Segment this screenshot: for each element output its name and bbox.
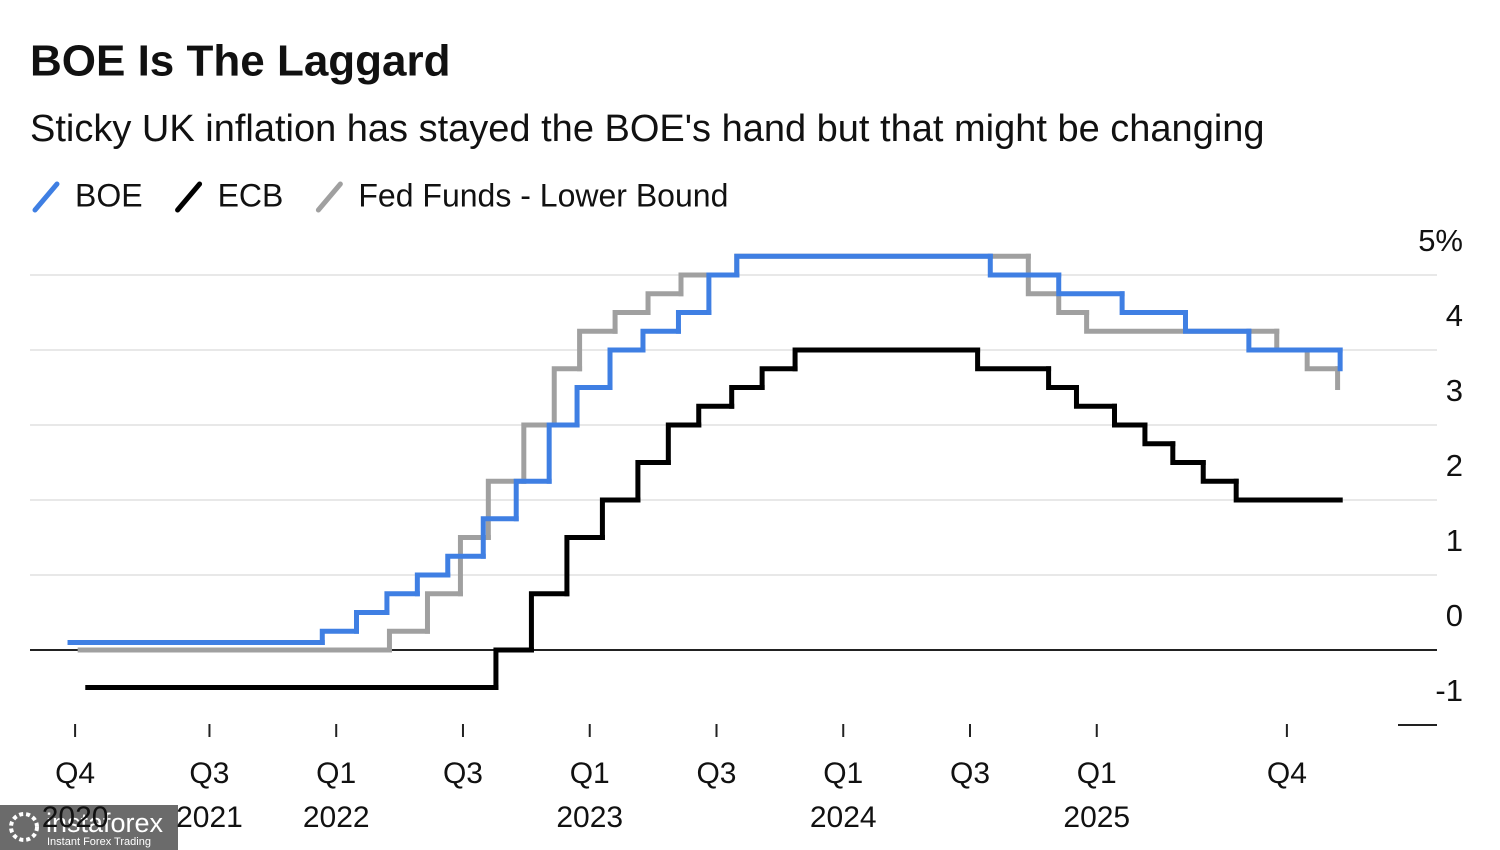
step-segment bbox=[729, 385, 765, 409]
step-segment bbox=[414, 572, 451, 597]
series-line bbox=[77, 253, 1341, 653]
step-segment bbox=[645, 291, 684, 315]
step-segment bbox=[480, 516, 519, 559]
y-tick-label: 0 bbox=[1446, 598, 1463, 633]
step-segment bbox=[1233, 478, 1343, 503]
y-tick-label: -1 bbox=[1435, 673, 1463, 708]
legend-swatch bbox=[315, 181, 343, 213]
step-segment bbox=[528, 591, 570, 653]
series-line bbox=[85, 347, 1343, 690]
step-segment bbox=[521, 422, 557, 484]
step-segment bbox=[1112, 403, 1148, 428]
y-tick-label: 2 bbox=[1446, 448, 1463, 483]
x-tick-label: Q4 2020 bbox=[41, 757, 109, 834]
step-segment bbox=[574, 385, 613, 428]
step-segment bbox=[386, 628, 430, 653]
x-tick-label: Q1 2025 bbox=[1063, 757, 1131, 834]
legend-swatch bbox=[32, 181, 60, 213]
legend-swatch bbox=[175, 181, 203, 213]
step-segment bbox=[319, 628, 359, 645]
x-tick-label: Q1 2023 bbox=[556, 757, 624, 834]
step-segment bbox=[353, 610, 390, 634]
step-segment bbox=[1246, 328, 1343, 353]
step-segment bbox=[706, 272, 740, 315]
x-tick-label: Q3 bbox=[442, 757, 483, 790]
series-line bbox=[67, 253, 1343, 645]
step-segment bbox=[457, 535, 491, 597]
step-segment bbox=[987, 253, 1062, 278]
step-segment bbox=[546, 422, 580, 484]
step-segment bbox=[1142, 422, 1176, 447]
step-segment bbox=[445, 553, 486, 578]
x-tick-label: Q4 bbox=[1266, 757, 1307, 790]
step-segment bbox=[665, 422, 702, 465]
step-segment bbox=[1274, 328, 1310, 353]
watermark-tagline: Instant Forex Trading bbox=[47, 836, 151, 848]
watermark-box bbox=[0, 805, 178, 850]
step-segment bbox=[1182, 310, 1252, 334]
step-segment bbox=[1046, 366, 1079, 390]
step-segment bbox=[734, 253, 993, 278]
y-tick-label: 3 bbox=[1446, 373, 1463, 408]
step-segment bbox=[792, 347, 981, 372]
chart-title: BOE Is The Laggard bbox=[30, 37, 451, 86]
step-segment bbox=[975, 347, 1052, 372]
x-tick-label: Q1 2024 bbox=[809, 757, 877, 834]
step-segment bbox=[1200, 460, 1239, 484]
step-segment bbox=[635, 460, 671, 503]
step-segment bbox=[493, 647, 534, 690]
watermark-logo bbox=[9, 812, 39, 842]
y-tick-label: 1 bbox=[1446, 523, 1463, 558]
step-segment bbox=[1073, 385, 1117, 409]
step-segment bbox=[734, 253, 1031, 278]
legend-label: BOE bbox=[75, 177, 143, 213]
step-segment bbox=[607, 347, 646, 390]
x-tick-label: Q3 bbox=[696, 757, 737, 790]
x-tick-label: Q3 2021 bbox=[176, 757, 243, 834]
step-segment bbox=[1056, 272, 1125, 297]
step-segment bbox=[1119, 291, 1188, 315]
watermark-name: instaforex bbox=[46, 808, 164, 838]
step-segment bbox=[1056, 291, 1090, 315]
step-segment bbox=[551, 366, 583, 428]
step-segment bbox=[424, 591, 463, 634]
step-segment bbox=[612, 310, 651, 334]
x-tick-label: Q3 bbox=[949, 757, 991, 790]
step-segment bbox=[599, 497, 641, 540]
x-tick-label: Q1 2022 bbox=[302, 757, 370, 834]
y-tick-label: 4 bbox=[1446, 298, 1463, 333]
step-segment bbox=[513, 478, 552, 522]
step-segment bbox=[640, 328, 681, 353]
step-segment bbox=[759, 366, 798, 390]
step-segment bbox=[1025, 253, 1062, 297]
y-tick-label: 5% bbox=[1418, 223, 1463, 258]
step-segment bbox=[1170, 441, 1206, 465]
step-segment bbox=[577, 328, 618, 372]
step-segment bbox=[564, 535, 605, 597]
step-segment bbox=[696, 403, 735, 428]
chart-subtitle: Sticky UK inflation has stayed the BOE's… bbox=[30, 108, 1265, 150]
legend-label: ECB bbox=[218, 177, 284, 213]
step-segment bbox=[1084, 310, 1280, 334]
legend-label: Fed Funds - Lower Bound bbox=[358, 177, 728, 213]
step-segment bbox=[384, 591, 420, 615]
step-segment bbox=[1304, 347, 1341, 372]
step-segment bbox=[675, 310, 712, 334]
